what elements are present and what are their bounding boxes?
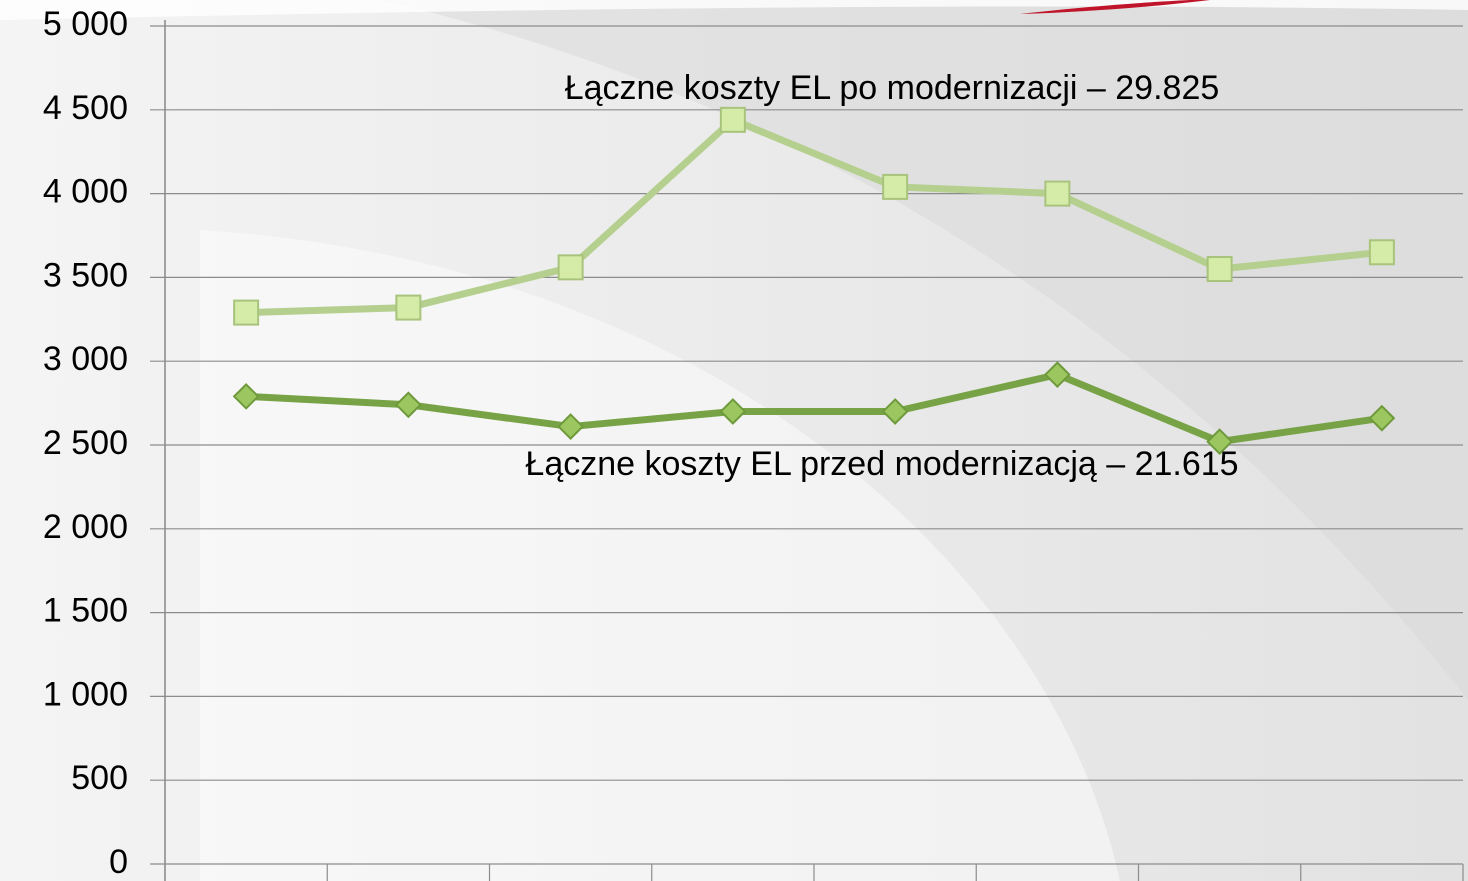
y-tick-label: 0 (109, 843, 128, 881)
y-tick-label: 1 500 (43, 592, 128, 630)
marker (557, 254, 584, 281)
marker (882, 173, 909, 200)
y-tick-label: 4 500 (43, 89, 128, 127)
marker (1206, 256, 1233, 283)
annotation: Łączne koszty EL przed modernizacją – 21… (525, 445, 1238, 483)
y-tick-label: 500 (71, 759, 128, 797)
y-tick-label: 3 000 (43, 340, 128, 378)
leaf-decoration (200, 230, 1120, 881)
y-tick-label: 1 000 (43, 675, 128, 713)
marker (719, 106, 746, 133)
marker (719, 398, 747, 425)
logo-swoosh (1020, 0, 1210, 14)
marker (881, 398, 909, 425)
marker (1044, 180, 1071, 207)
annotation: Łączne koszty EL po modernizacji – 29.82… (565, 69, 1220, 107)
y-tick-label: 5 000 (43, 5, 128, 43)
marker (395, 294, 422, 321)
marker (232, 382, 260, 410)
y-tick-label: 2 500 (43, 424, 128, 462)
marker (1043, 361, 1071, 389)
top-band (0, 0, 1468, 20)
marker (1368, 404, 1396, 432)
marker (1206, 428, 1234, 456)
leaf-decoration (380, 0, 1468, 700)
marker (394, 391, 422, 419)
series-line (246, 116, 1383, 317)
marker (233, 299, 260, 326)
marker (557, 413, 585, 440)
y-tick-label: 3 500 (43, 256, 128, 294)
marker (1368, 239, 1395, 266)
y-tick-label: 2 000 (43, 508, 128, 546)
y-tick-label: 4 000 (43, 173, 128, 211)
series-line (245, 371, 1383, 446)
